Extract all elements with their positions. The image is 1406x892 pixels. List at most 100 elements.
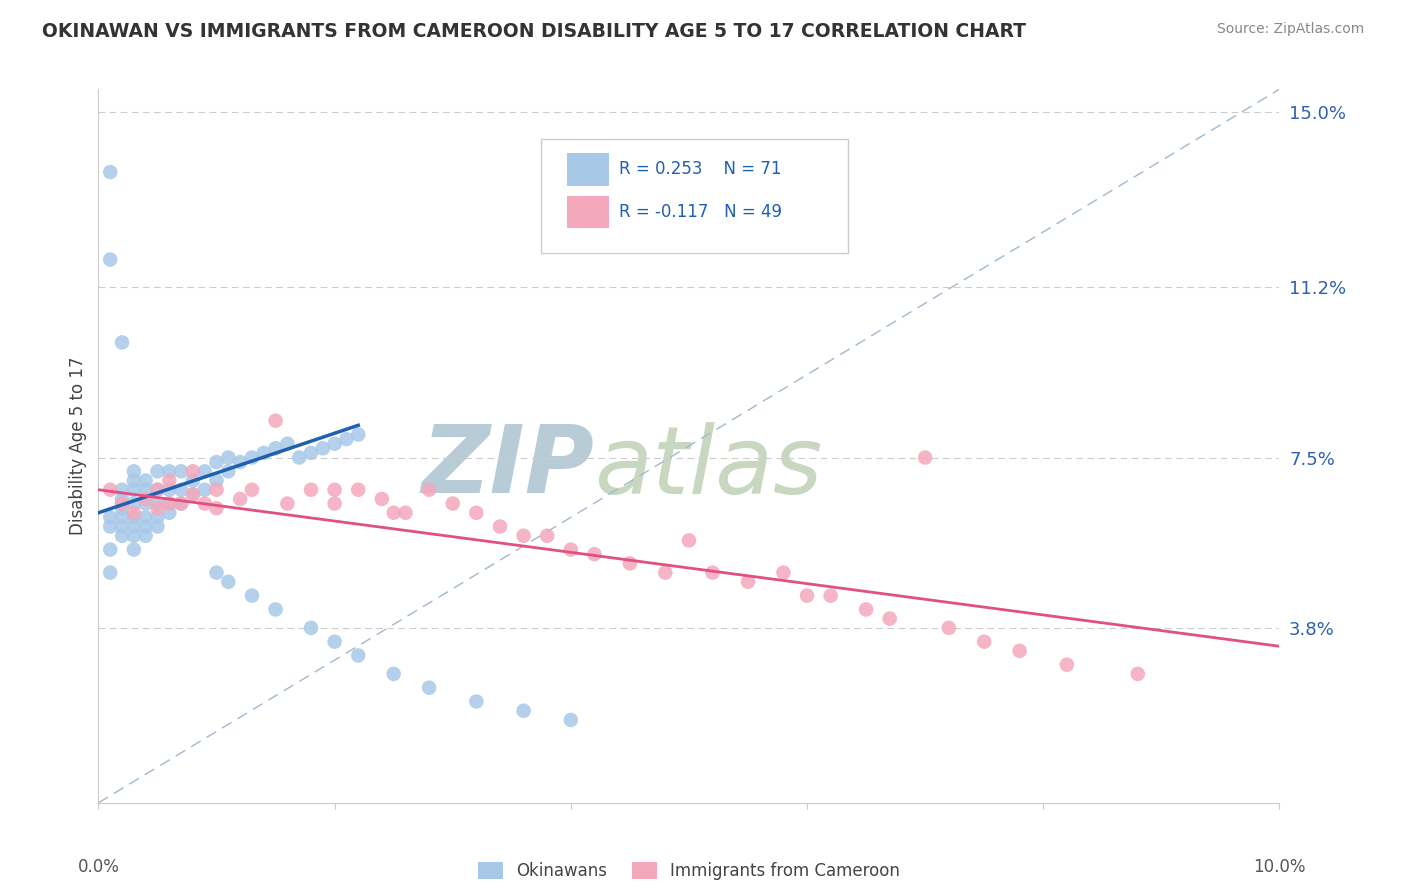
- Point: [157, 506, 180, 520]
- Point: [312, 442, 335, 456]
- Point: [98, 510, 121, 524]
- Point: [157, 497, 180, 511]
- Point: [157, 483, 180, 497]
- Point: [122, 519, 145, 533]
- Point: [111, 510, 134, 524]
- Point: [111, 491, 134, 506]
- Point: [122, 510, 145, 524]
- Text: ZIP: ZIP: [422, 421, 595, 514]
- Y-axis label: Disability Age 5 to 17: Disability Age 5 to 17: [69, 357, 87, 535]
- Point: [264, 602, 287, 616]
- Point: [323, 436, 346, 450]
- Point: [536, 529, 558, 543]
- Point: [146, 510, 169, 524]
- Point: [678, 533, 700, 548]
- Point: [122, 474, 145, 488]
- Point: [288, 450, 311, 465]
- Text: 10.0%: 10.0%: [1253, 858, 1306, 876]
- Point: [122, 506, 145, 520]
- Point: [205, 566, 228, 580]
- FancyBboxPatch shape: [541, 139, 848, 253]
- Point: [181, 464, 204, 478]
- Point: [194, 464, 217, 478]
- Point: [347, 427, 370, 442]
- Text: OKINAWAN VS IMMIGRANTS FROM CAMEROON DISABILITY AGE 5 TO 17 CORRELATION CHART: OKINAWAN VS IMMIGRANTS FROM CAMEROON DIS…: [42, 22, 1026, 41]
- Point: [702, 566, 724, 580]
- Point: [323, 483, 346, 497]
- Point: [229, 491, 252, 506]
- Point: [465, 694, 488, 708]
- Point: [135, 519, 157, 533]
- Point: [217, 450, 239, 465]
- Point: [347, 648, 370, 663]
- Point: [512, 529, 534, 543]
- Point: [135, 497, 157, 511]
- Point: [135, 483, 157, 497]
- Point: [240, 483, 263, 497]
- Point: [217, 464, 239, 478]
- Point: [335, 432, 357, 446]
- Point: [1056, 657, 1078, 672]
- Point: [229, 455, 252, 469]
- Point: [146, 464, 169, 478]
- Point: [122, 529, 145, 543]
- Point: [914, 450, 936, 465]
- Point: [465, 506, 488, 520]
- Point: [157, 474, 180, 488]
- Point: [560, 542, 582, 557]
- Point: [512, 704, 534, 718]
- Point: [111, 501, 134, 516]
- Text: R = 0.253    N = 71: R = 0.253 N = 71: [619, 161, 782, 178]
- Point: [418, 483, 440, 497]
- Point: [299, 483, 322, 497]
- Point: [146, 483, 169, 497]
- Point: [394, 506, 416, 520]
- Point: [135, 529, 157, 543]
- Point: [264, 442, 287, 456]
- FancyBboxPatch shape: [567, 196, 609, 228]
- Point: [654, 566, 676, 580]
- Point: [973, 634, 995, 648]
- Point: [181, 474, 204, 488]
- Point: [98, 165, 121, 179]
- Point: [205, 483, 228, 497]
- Point: [146, 497, 169, 511]
- Point: [170, 497, 193, 511]
- Point: [253, 446, 276, 460]
- Point: [98, 566, 121, 580]
- Point: [276, 497, 298, 511]
- Legend: Okinawans, Immigrants from Cameroon: Okinawans, Immigrants from Cameroon: [478, 862, 900, 880]
- Point: [170, 483, 193, 497]
- Point: [205, 501, 228, 516]
- Point: [276, 436, 298, 450]
- Point: [323, 497, 346, 511]
- Point: [1126, 666, 1149, 681]
- Point: [170, 497, 193, 511]
- Point: [194, 497, 217, 511]
- Point: [205, 455, 228, 469]
- Point: [418, 681, 440, 695]
- Point: [240, 450, 263, 465]
- Point: [111, 519, 134, 533]
- Point: [181, 487, 204, 501]
- Point: [146, 501, 169, 516]
- Point: [194, 483, 217, 497]
- Point: [157, 464, 180, 478]
- Point: [111, 529, 134, 543]
- Point: [560, 713, 582, 727]
- Point: [135, 510, 157, 524]
- Point: [122, 464, 145, 478]
- Point: [205, 474, 228, 488]
- Point: [938, 621, 960, 635]
- Point: [217, 574, 239, 589]
- Point: [264, 414, 287, 428]
- Point: [111, 497, 134, 511]
- Point: [619, 557, 641, 571]
- Point: [299, 621, 322, 635]
- Point: [879, 612, 901, 626]
- Point: [382, 666, 405, 681]
- FancyBboxPatch shape: [567, 153, 609, 186]
- Point: [98, 252, 121, 267]
- Point: [135, 474, 157, 488]
- Point: [855, 602, 877, 616]
